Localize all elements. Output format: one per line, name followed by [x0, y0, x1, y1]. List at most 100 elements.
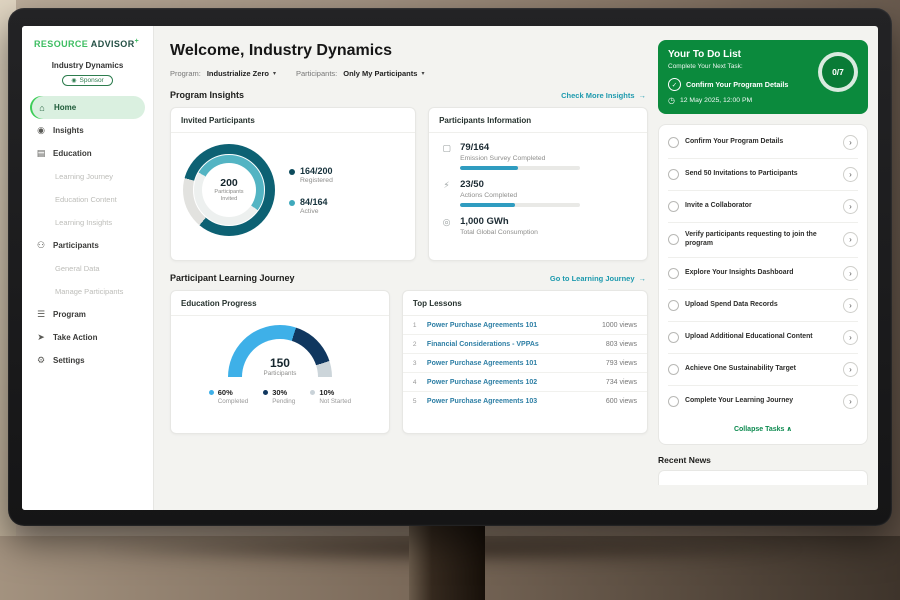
- pending-dot-icon: [263, 390, 269, 395]
- section-title-learning-journey: Participant Learning Journey: [170, 273, 295, 283]
- card-title: Education Progress: [171, 291, 389, 316]
- section-title-program-insights: Program Insights: [170, 90, 245, 100]
- card-title: Top Lessons: [402, 291, 647, 316]
- lesson-link[interactable]: Power Purchase Agreements 101: [426, 321, 538, 329]
- lesson-rank: 4: [412, 378, 417, 386]
- task-chevron-button[interactable]: ›: [843, 232, 858, 248]
- legend-value: 60%: [217, 388, 233, 397]
- app-logo: RESOURCE ADVISOR+: [22, 38, 153, 49]
- recent-news-title: Recent News: [658, 454, 711, 465]
- sidebar-item-general-data[interactable]: General Data: [22, 257, 153, 280]
- sidebar-item-home[interactable]: ⌂ Home: [30, 96, 145, 119]
- sidebar-item-settings[interactable]: ⚙ Settings: [22, 349, 153, 372]
- task-checkbox[interactable]: [668, 201, 679, 212]
- lesson-link[interactable]: Power Purchase Agreements 101: [426, 359, 538, 367]
- sidebar-item-manage-participants[interactable]: Manage Participants: [22, 280, 153, 303]
- chevron-right-icon: ›: [849, 268, 852, 278]
- donut-center: 200 Participants Invited: [202, 163, 256, 217]
- task-row[interactable]: Confirm Your Program Details ›: [668, 127, 858, 159]
- collapse-tasks-link[interactable]: Collapse Tasks ∧: [733, 425, 793, 433]
- lesson-rank: 3: [412, 359, 417, 367]
- monitor-bezel: RESOURCE ADVISOR+ Industry Dynamics ◉ Sp…: [8, 8, 892, 526]
- lesson-link[interactable]: Power Purchase Agreements 102: [426, 378, 538, 386]
- task-chevron-button[interactable]: ›: [843, 297, 858, 313]
- lesson-link[interactable]: Power Purchase Agreements 103: [426, 397, 538, 405]
- sponsor-badge[interactable]: ◉ Sponsor: [62, 75, 113, 86]
- program-select[interactable]: Industrialize Zero ▾: [207, 69, 276, 78]
- sidebar-item-education[interactable]: ▤ Education: [22, 142, 153, 165]
- lesson-link[interactable]: Financial Considerations - VPPAs: [426, 340, 539, 348]
- check-more-insights-link[interactable]: Check More Insights →: [561, 90, 647, 100]
- sidebar-item-program[interactable]: ☰ Program: [22, 303, 153, 326]
- registered-dot-icon: [289, 168, 295, 175]
- task-checkbox[interactable]: [668, 299, 679, 311]
- task-chevron-button[interactable]: ›: [843, 199, 858, 214]
- legend-label: Pending: [272, 398, 296, 405]
- sidebar-item-participants[interactable]: ⚇ Participants: [22, 234, 153, 257]
- invited-participants-card: Invited Participants 200 Participants In…: [170, 107, 417, 261]
- task-checkbox[interactable]: [668, 267, 679, 279]
- task-checkbox[interactable]: [668, 331, 679, 343]
- sidebar-item-learning-journey[interactable]: Learning Journey: [22, 165, 153, 188]
- task-checkbox[interactable]: [668, 137, 679, 148]
- participants-icon: ⚇: [36, 240, 46, 250]
- sidebar-item-learning-insights[interactable]: Learning Insights: [22, 211, 153, 234]
- task-label: Invite a Collaborator: [685, 202, 752, 210]
- legend-item-registered: 164/200 Registered: [289, 166, 333, 184]
- task-row[interactable]: Send 50 Invitations to Participants ›: [668, 159, 858, 191]
- todo-due-date: ◷ 12 May 2025, 12:00 PM: [668, 96, 858, 105]
- legend-value: 84/164: [300, 196, 328, 207]
- participants-information-card: Participants Information ▢ 79/164 Emissi…: [428, 107, 648, 261]
- chevron-right-icon: ›: [849, 170, 852, 179]
- task-chevron-button[interactable]: ›: [843, 361, 858, 377]
- go-to-learning-journey-link[interactable]: Go to Learning Journey →: [549, 273, 647, 283]
- todo-next-task-label: Confirm Your Program Details: [686, 80, 789, 89]
- legend-item-pending: 30% Pending: [263, 388, 295, 405]
- task-row[interactable]: Explore Your Insights Dashboard ›: [668, 258, 858, 290]
- participants-select-value: Only My Participants: [343, 69, 418, 78]
- task-row[interactable]: Upload Additional Educational Content ›: [668, 322, 858, 354]
- sidebar-item-insights[interactable]: ◉ Insights: [22, 119, 153, 142]
- task-row[interactable]: Invite a Collaborator ›: [668, 191, 858, 223]
- task-label: Upload Additional Educational Content: [685, 332, 813, 340]
- task-checkbox[interactable]: [668, 234, 679, 246]
- task-row[interactable]: Upload Spend Data Records ›: [668, 290, 858, 322]
- lesson-rank: 1: [412, 321, 417, 329]
- gauge-center-label: Participants: [263, 370, 297, 377]
- task-row[interactable]: Achieve One Sustainability Target ›: [668, 354, 858, 386]
- task-chevron-button[interactable]: ›: [843, 265, 858, 281]
- top-lessons-card: Top Lessons 1 Power Purchase Agreements …: [401, 290, 648, 434]
- task-row[interactable]: Complete Your Learning Journey ›: [668, 386, 858, 417]
- task-label: Send 50 Invitations to Participants: [685, 170, 798, 178]
- task-chevron-button[interactable]: ›: [843, 135, 858, 150]
- education-progress-gauge: 150 Participants: [227, 325, 332, 377]
- legend-value: 30%: [272, 388, 288, 397]
- gauge-center-value: 150: [269, 356, 290, 370]
- todo-panel: Your To Do List Complete Your Next Task:…: [656, 26, 878, 510]
- journey-cards-row: Education Progress 150 Participants 60% …: [170, 290, 648, 434]
- arrow-right-icon: →: [638, 90, 647, 100]
- task-chevron-button[interactable]: ›: [843, 167, 858, 182]
- monitor-stand: [409, 520, 485, 600]
- task-checkbox[interactable]: [668, 363, 679, 375]
- task-chevron-button[interactable]: ›: [843, 393, 858, 409]
- donut-center-label: Participants Invited: [214, 189, 244, 202]
- logo-plus-icon: +: [134, 38, 140, 45]
- info-row-consumption: ◎ 1,000 GWh Total Global Consumption: [441, 216, 635, 240]
- chevron-right-icon: ›: [849, 202, 852, 211]
- task-chevron-button[interactable]: ›: [843, 329, 858, 345]
- task-label: Explore Your Insights Dashboard: [685, 268, 794, 276]
- info-value: 79/164: [460, 142, 490, 153]
- lesson-views: 803 views: [605, 340, 637, 348]
- task-checkbox[interactable]: [668, 395, 679, 407]
- task-row[interactable]: Verify participants requesting to join t…: [668, 223, 858, 258]
- progress-fill: [460, 166, 518, 170]
- participants-filter-label: Participants:: [295, 69, 338, 78]
- sidebar-item-label: Take Action: [53, 333, 98, 342]
- sidebar-item-take-action[interactable]: ➤ Take Action: [22, 326, 153, 349]
- sidebar-item-education-content[interactable]: Education Content: [22, 188, 153, 211]
- program-select-value: Industrialize Zero: [206, 69, 269, 78]
- task-checkbox[interactable]: [668, 169, 679, 180]
- participants-select[interactable]: Only My Participants ▾: [343, 69, 424, 78]
- arrow-right-icon: →: [638, 273, 647, 283]
